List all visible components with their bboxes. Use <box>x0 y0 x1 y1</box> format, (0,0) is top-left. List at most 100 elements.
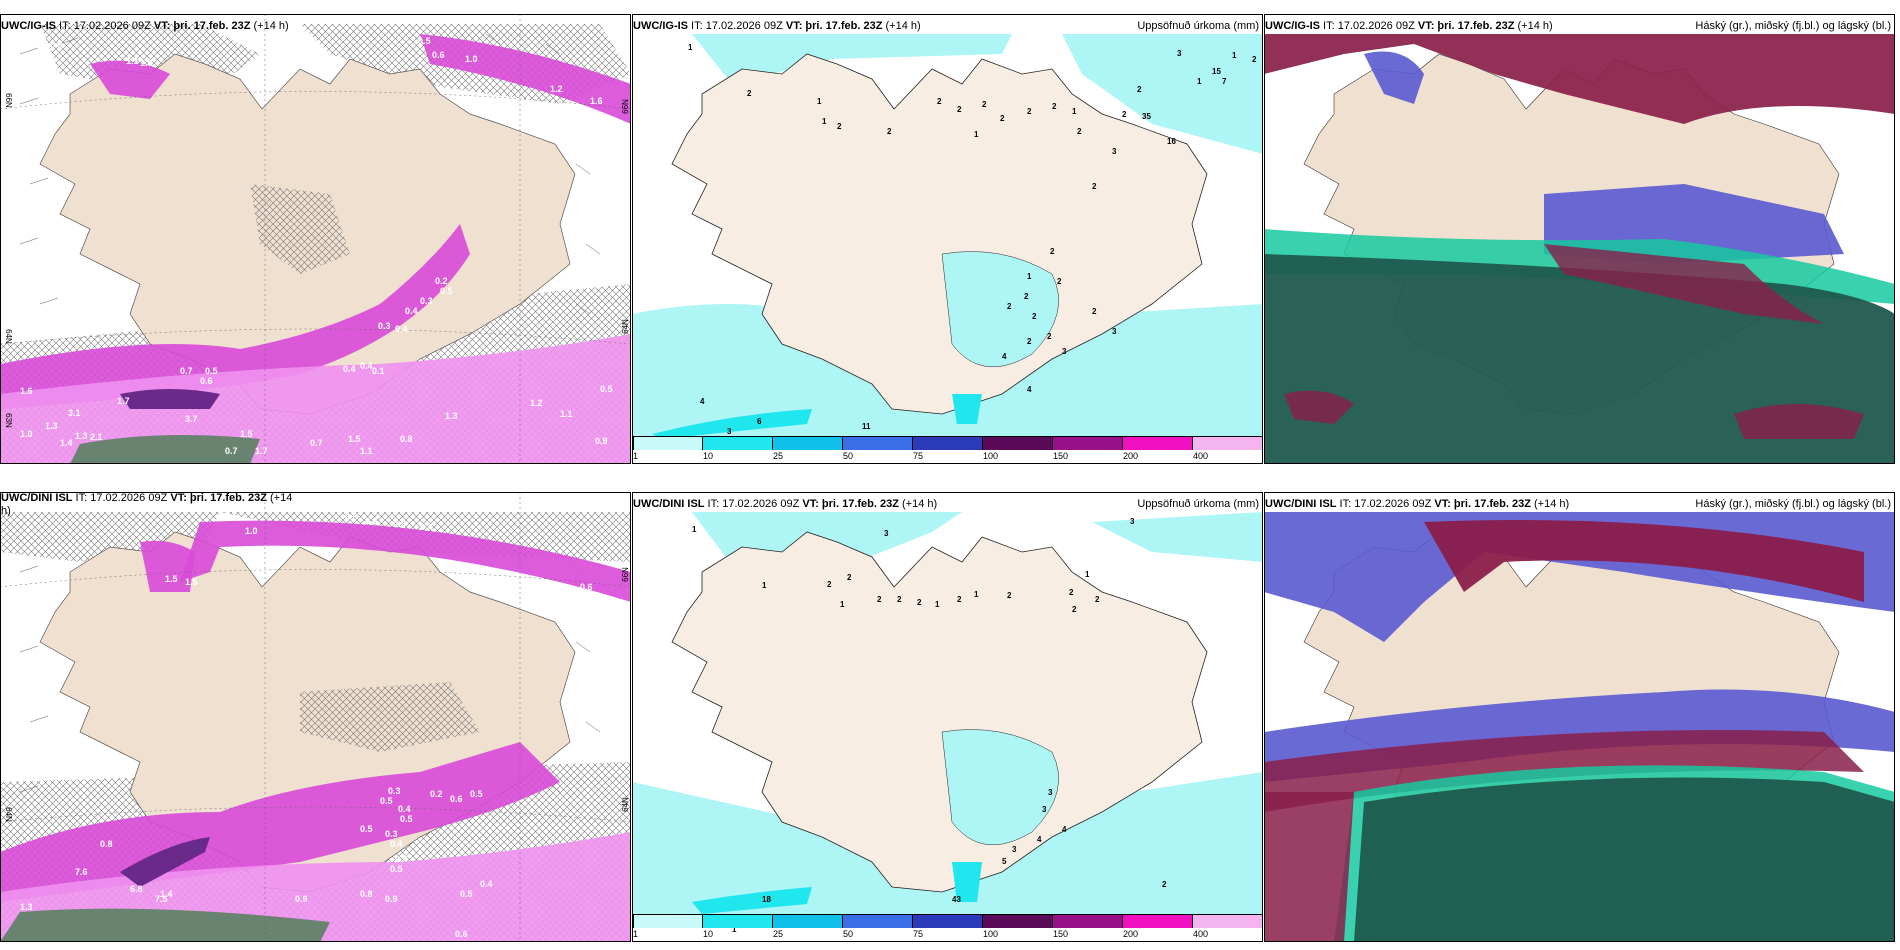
value-label: 11 <box>862 422 871 431</box>
value-label: 1 <box>817 97 822 106</box>
value-label: 3 <box>1177 49 1182 58</box>
panel-right-title: Háský (gr.), miðský (fj.bl.) og lágský (… <box>1695 498 1891 510</box>
value-label: 0.4 <box>480 879 493 889</box>
value-label: 15 <box>1212 67 1221 76</box>
lat-label: 66N <box>620 567 630 582</box>
precip-band-nw <box>140 540 195 592</box>
hatched-interior <box>250 184 350 274</box>
value-label: 2 <box>1032 312 1037 321</box>
legend-swatch <box>1053 436 1123 450</box>
panel-igis-clouds: UWC/IG-IS IT: 17.02.2026 09Z VT: þri. 17… <box>1264 14 1895 464</box>
value-label: 1.0 <box>245 526 258 536</box>
value-label: 0.7 <box>310 438 323 448</box>
value-label: 0.5 <box>600 384 613 394</box>
lat-label: 64N <box>620 797 630 812</box>
value-label: 0.5 <box>345 512 358 522</box>
value-label: 1.3 <box>20 902 33 912</box>
legend-swatch <box>1123 436 1193 450</box>
value-label: 3 <box>1048 788 1053 797</box>
value-label: 1 <box>822 117 827 126</box>
legend-tick: 150 <box>1053 929 1069 939</box>
legend-swatch <box>1053 914 1123 928</box>
legend-swatch <box>633 914 703 928</box>
value-label: 0.1 <box>372 366 385 376</box>
value-label: 0.4 <box>390 839 403 849</box>
valid-time: VT: þri. 17.feb. 23Z <box>802 498 899 510</box>
legend-tick: 10 <box>703 451 714 461</box>
value-label: 1 <box>762 581 767 590</box>
value-label: 2 <box>837 122 842 131</box>
value-label: 2 <box>1252 55 1257 64</box>
panel-header: UWC/IG-IS IT: 17.02.2026 09Z VT: þri. 17… <box>633 20 921 33</box>
precip-band-south-light <box>0 334 631 464</box>
lead-time: (+14 <box>266 492 293 504</box>
model-name: UWC/IG-IS <box>1 20 56 32</box>
value-label: 1 <box>974 590 979 599</box>
value-label: 0.3 <box>378 321 391 331</box>
value-label: 7 <box>1222 77 1227 86</box>
panel-frame <box>1264 492 1895 942</box>
value-label: 2 <box>937 97 942 106</box>
panel-right-title: Háský (gr.), miðský (fj.bl.) og lágský (… <box>1695 20 1891 32</box>
value-label: 2 <box>1007 302 1012 311</box>
value-label: 2 <box>957 595 962 604</box>
value-label: 0.9 <box>295 894 308 904</box>
value-label: 1.6 <box>140 58 153 68</box>
value-label: 0.5 <box>400 814 413 824</box>
legend-swatch <box>913 436 983 450</box>
panel-header: UWC/DINI ISL IT: 17.02.2026 09Z VT: þri.… <box>1265 498 1569 511</box>
precip-band-north <box>180 520 631 602</box>
value-label: 1.6 <box>20 386 33 396</box>
value-label: 2 <box>747 89 752 98</box>
init-time: IT: 17.02.2026 09Z <box>1320 20 1418 32</box>
value-label: 1.0 <box>465 54 478 64</box>
value-label: 0.5 <box>380 796 393 806</box>
value-label: 1.3 <box>45 421 58 431</box>
hatched-interior <box>300 682 480 752</box>
value-label: 1.3 <box>75 431 88 441</box>
value-label: 1.1 <box>560 409 573 419</box>
value-label: 3 <box>1042 805 1047 814</box>
legend-tick: 1 <box>633 451 639 461</box>
value-label: 0.7 <box>225 446 238 456</box>
model-name: UWC/IG-IS <box>633 20 688 32</box>
value-label: 1 <box>935 600 940 609</box>
model-name: UWC/DINI ISL <box>633 498 705 510</box>
high-cloud <box>1544 244 1824 324</box>
panel-right-title: Uppsöfnuð úrkoma (mm) <box>1137 498 1259 510</box>
value-label: 2.1 <box>90 432 103 442</box>
value-label: 1.7 <box>255 446 268 456</box>
lat-label: 66N <box>3 93 13 108</box>
precip-area <box>692 34 1012 84</box>
value-label: 3 <box>1062 347 1067 356</box>
value-label: 1 <box>1072 107 1077 116</box>
value-label: 2 <box>917 598 922 607</box>
legend-swatch <box>983 436 1053 450</box>
panel-header: UWC/IG-IS IT: 17.02.2026 09Z VT: þri. 17… <box>1265 20 1553 33</box>
value-label: 1 <box>732 925 737 934</box>
value-label: 2 <box>1077 127 1082 136</box>
value-label: 2 <box>847 573 852 582</box>
precip-value-labels: 0.5 0.6 0.5 0.40.61.5 1.51.00.30.50.40.50.5 0… <box>20 512 593 939</box>
value-label: 0.5 <box>393 519 406 529</box>
panel-header: UWC/IG-IS IT: 17.02.2026 09Z VT: þri. 17… <box>1 20 289 33</box>
lead-time-wrap: h) <box>1 505 11 517</box>
precip-band-north <box>420 34 631 124</box>
precip-legend: 1 10 25 50 75 100 150 200 400 <box>633 914 1263 942</box>
precip-area-high <box>652 409 812 439</box>
value-label: 1 <box>688 43 693 52</box>
high-cloud <box>1734 404 1864 439</box>
valid-time: VT: þri. 17.feb. 23Z <box>153 20 251 32</box>
legend-tick: 25 <box>773 929 784 939</box>
value-label: 2 <box>1095 595 1100 604</box>
value-label: 0.3 <box>420 296 433 306</box>
value-label: 0.5 <box>460 889 473 899</box>
value-label: 0.4 <box>420 522 433 532</box>
panel-dini-wind-precip: 0.5 0.6 0.5 0.4 0.6 1.5 1.5 1.0 0.3 0.5 0.4 0.5 0.5 0… <box>0 492 631 942</box>
value-label: 2 <box>1024 292 1029 301</box>
value-label: 1 <box>1197 77 1202 86</box>
high-cloud <box>1284 390 1354 424</box>
map-canvas: 0.91.1 1.60.51.00.61.21.60.20.30.40.50.40… <box>0 14 631 464</box>
